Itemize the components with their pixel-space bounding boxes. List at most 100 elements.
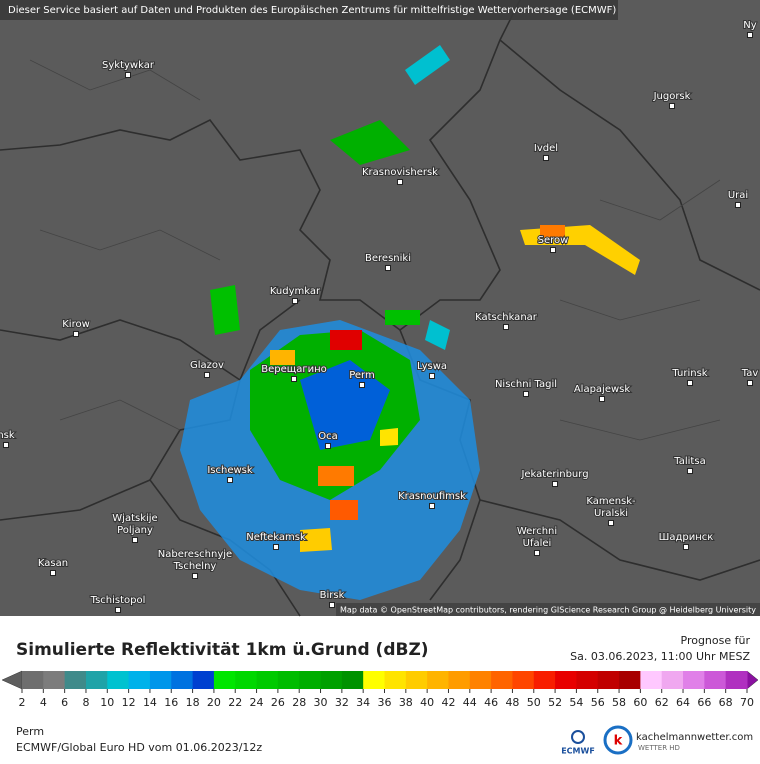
colorbar-swatch (320, 671, 343, 689)
city-dot (543, 155, 549, 161)
colorbar-swatch (22, 671, 44, 689)
notice: Dieser Service basiert auf Daten und Pro… (8, 5, 616, 16)
cities: Ny Syktywkar Jugorsk Ivdel Krasnovishersk Ura… (0, 19, 759, 613)
city-label: Верещагино (261, 364, 326, 375)
forecast-time: Sa. 03.06.2023, 11:00 Uhr MESZ (570, 650, 750, 663)
city-dot (503, 324, 509, 330)
city-label: Шадринск (659, 532, 714, 543)
city-dot (291, 376, 297, 382)
colorbar-swatch (277, 671, 300, 689)
city-dot (192, 573, 198, 579)
colorbar-tick-label: 4 (40, 696, 47, 709)
city-label: Tschistopol (90, 595, 146, 606)
colorbar-under (1, 670, 23, 690)
city-label: Serow (538, 235, 569, 246)
city-label: Lyswa (417, 361, 447, 372)
colorbar-tick-label: 24 (250, 696, 264, 709)
city-label: Kirow (62, 319, 90, 330)
city-label: Glazov (190, 360, 224, 371)
city-label: Jekaterinburg (520, 469, 588, 480)
city-dot (115, 607, 121, 613)
colorbar: 2 4 6 8 10 12 14 16 18 20 22 24 26 28 30 32 34 36 38 40 42 44… (1, 670, 759, 709)
city-label: Birsk (320, 590, 345, 601)
colorbar-swatch (43, 671, 66, 689)
colorbar-swatch (235, 671, 258, 689)
colorbar-tick-label: 52 (548, 696, 562, 709)
city-dot (385, 265, 391, 271)
colorbar-swatch (341, 671, 364, 689)
city-label: Kasan (38, 558, 68, 569)
city-dot (292, 298, 298, 304)
city-dot (204, 372, 210, 378)
colorbar-swatch (213, 671, 236, 689)
site-icon (603, 725, 633, 755)
legend-title: Simulierte Reflektivität 1km ü.Grund (dB… (16, 640, 429, 660)
colorbar-swatch (405, 671, 428, 689)
city-dot (429, 503, 435, 509)
colorbar-tick-label: 70 (740, 696, 754, 709)
colorbar-tick-label: 38 (399, 696, 413, 709)
colorbar-tick-label: 8 (82, 696, 89, 709)
radar-echoes (180, 45, 640, 600)
city-dot (683, 544, 689, 550)
city-dot (735, 202, 741, 208)
colorbar-tick-label: 44 (463, 696, 477, 709)
colorbar-swatch (597, 671, 620, 689)
colorbar-tick-label: 60 (633, 696, 647, 709)
colorbar-swatch (192, 671, 215, 689)
city-dot (747, 32, 753, 38)
colorbar-over (746, 670, 759, 690)
colorbar-tick-label: 40 (420, 696, 434, 709)
colorbar-swatch (427, 671, 449, 689)
colorbar-swatch (640, 671, 663, 689)
city-label: Neftekamsk (246, 532, 306, 543)
city-label: Oca (318, 431, 338, 442)
city-dot (273, 544, 279, 550)
colorbar-swatch (661, 671, 684, 689)
colorbar-swatch (555, 671, 577, 689)
colorbar-swatch (448, 671, 471, 689)
city-label: Turinsk (671, 368, 707, 379)
colorbar-tick-label: 42 (441, 696, 455, 709)
colorbar-swatch (512, 671, 535, 689)
colorbar-tick-label: 66 (697, 696, 711, 709)
colorbar-tick-label: 26 (271, 696, 285, 709)
colorbar-swatch (576, 671, 599, 689)
attribution: Map data © OpenStreetMap contributors, r… (340, 606, 756, 615)
city-dot (125, 72, 131, 78)
colorbar-tick-label: 30 (314, 696, 328, 709)
city-label: Werchni (517, 526, 557, 537)
colorbar-swatch (491, 671, 513, 689)
colorbar-swatch (384, 671, 407, 689)
city-label: Katschkanar (475, 312, 538, 323)
colorbar-tick-label: 58 (612, 696, 626, 709)
colorbar-tick-label: 56 (591, 696, 605, 709)
colorbar-tick-label: 68 (719, 696, 733, 709)
city-label: Poljany (117, 525, 153, 536)
colorbar-tick-label: 20 (207, 696, 221, 709)
city-dot (3, 442, 9, 448)
colorbar-tick-label: 6 (61, 696, 68, 709)
forecast-label: Prognose für (681, 634, 751, 647)
city-label: Ivdel (534, 143, 558, 154)
site-icon-letter: k (614, 734, 623, 749)
colorbar-tick-label: 34 (356, 696, 370, 709)
city-label: Urai (728, 190, 748, 201)
notice-background (0, 0, 618, 20)
attribution-background (336, 603, 760, 616)
city-label: Jugorsk (653, 91, 691, 102)
city-label: Kudymkar (270, 286, 321, 297)
colorbar-swatch (149, 671, 172, 689)
colorbar-swatch (704, 671, 727, 689)
colorbar-tick-label: 18 (186, 696, 200, 709)
city-label: Alapajewsk (574, 384, 631, 395)
city-label: Krasnoufimsk (398, 491, 466, 502)
colorbar-tick-label: 64 (676, 696, 690, 709)
colorbar-tick-label: 14 (143, 696, 157, 709)
city-dot (747, 380, 753, 386)
colorbar-tick-label: 12 (122, 696, 136, 709)
city-dot (73, 331, 79, 337)
colorbar-tick-label: 10 (100, 696, 114, 709)
city-label: Tav (741, 368, 759, 379)
city-dot (599, 396, 605, 402)
